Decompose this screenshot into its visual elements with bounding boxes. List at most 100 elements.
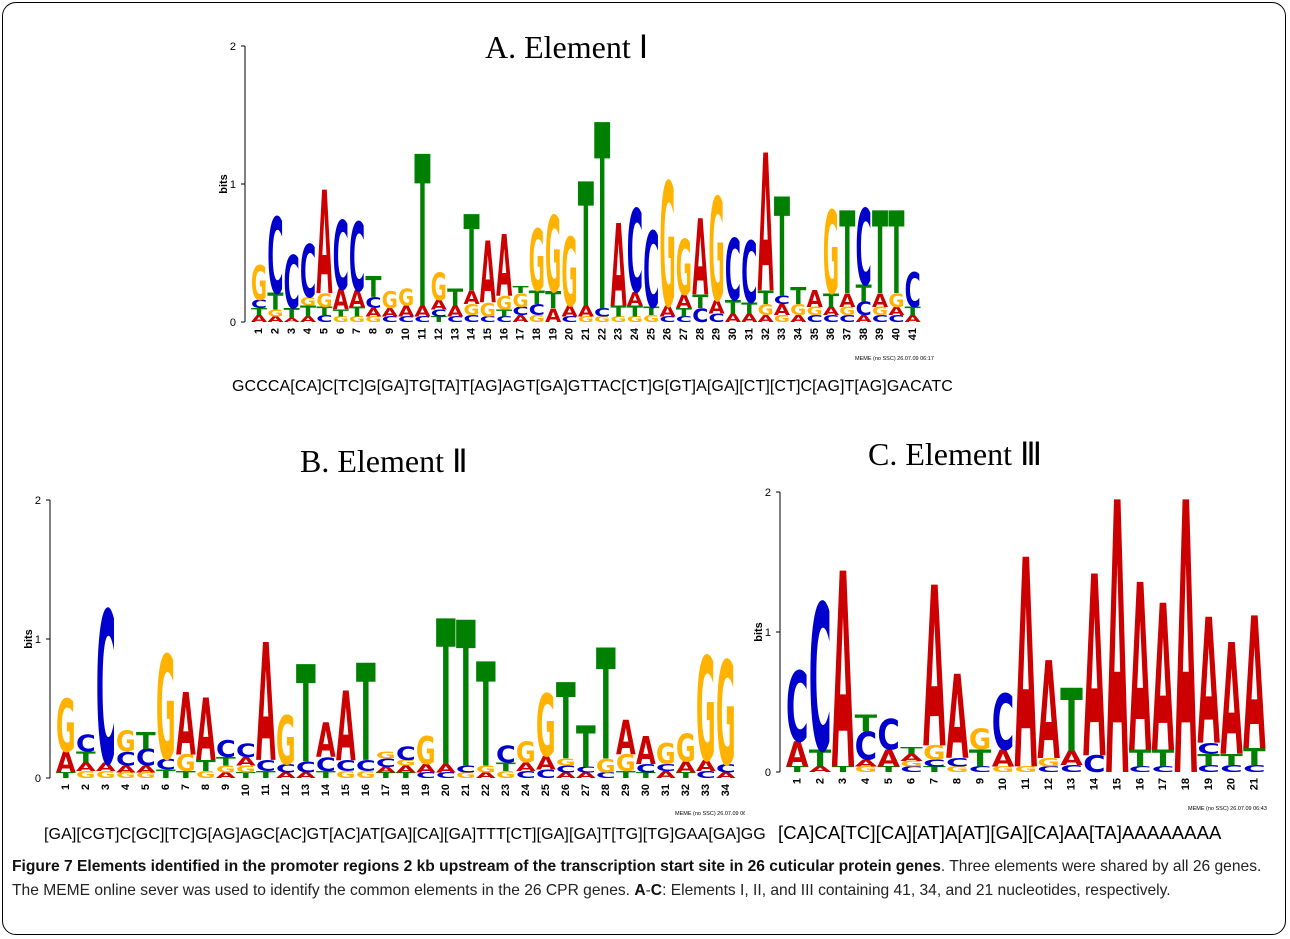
logo-letter-t: T: [545, 289, 561, 315]
logo-letter-a: A: [398, 303, 414, 320]
logo-letter-a: A: [888, 304, 904, 318]
logo-letter-a: A: [758, 313, 775, 324]
consensus-element-3: [CA]CA[TC][CA][AT]A[AT][GA][CA]AA[TA]AAA…: [778, 822, 1222, 843]
logo-letter-a: A: [696, 757, 717, 774]
logo-letter-c: C: [656, 762, 676, 773]
logo-letter-t: T: [436, 578, 456, 812]
logo-letter-t: T: [447, 286, 463, 312]
logo-letter-a: A: [545, 305, 562, 327]
logo-letter-t: T: [216, 756, 236, 769]
logo-letter-c: C: [716, 762, 736, 775]
position-label: 24: [520, 783, 532, 796]
logo-letter-t: T: [267, 290, 283, 316]
logo-column: GAC: [96, 569, 117, 813]
logo-column: CAG: [398, 284, 414, 324]
logo-column: ATC: [905, 263, 922, 324]
y-axis-label: bits: [753, 622, 765, 642]
logo-letter-t: T: [809, 745, 832, 772]
logo-letter-c: C: [643, 210, 659, 332]
logo-letter-c: C: [872, 313, 888, 324]
logo-letter-a: A: [855, 758, 878, 769]
logo-letter-c: C: [512, 305, 528, 318]
logo-letter-g: G: [365, 315, 381, 324]
logo-letter-a: A: [992, 746, 1015, 772]
logo-letter-g: G: [333, 315, 349, 324]
logo-letter-t: T: [877, 765, 900, 774]
logo-column: ACG: [656, 739, 676, 780]
logo-letter-t: T: [431, 316, 447, 325]
logo-letter-c: C: [888, 313, 904, 324]
logo-letter-c: C: [496, 315, 512, 324]
logo-letter-g: G: [676, 727, 696, 771]
logo-letter-g: G: [176, 750, 196, 777]
position-label: 4: [120, 783, 132, 790]
logo-letter-a: A: [116, 764, 136, 775]
logo-letter-g: G: [616, 750, 636, 777]
logo-column: ATC: [741, 223, 758, 324]
logo-letter-a: A: [872, 290, 889, 312]
logo-letter-a: A: [1152, 562, 1175, 797]
logo-letter-t: T: [136, 729, 156, 755]
logo-letter-c: C: [436, 771, 456, 780]
logo-letter-g: G: [396, 759, 416, 768]
logo-letter-t: T: [969, 745, 992, 772]
position-label: 13: [449, 328, 461, 340]
logo-letter-t: T: [576, 714, 596, 781]
position-label: 3: [286, 328, 298, 334]
position-label: 22: [480, 784, 492, 796]
logo-letter-g: G: [888, 289, 904, 312]
meme-stamp: MEME (no SSC) 26.07.09 06:43: [1188, 806, 1267, 812]
logo-letter-g: G: [561, 220, 577, 329]
position-label: 35: [809, 328, 821, 340]
logo-column: GTC: [496, 742, 516, 781]
logo-letter-g: G: [376, 750, 396, 761]
logo-letter-t: T: [616, 770, 636, 781]
logo-letter-c: C: [96, 569, 116, 813]
logo-letter-c: C: [774, 294, 790, 307]
logo-element-2: 012bitsTAG1GATC2GAC3GACG4GACT5TCG6TGA7GT…: [23, 495, 745, 817]
logo-letter-a: A: [809, 765, 832, 774]
position-label: 7: [929, 778, 941, 784]
y-tick-label: 0: [230, 317, 236, 329]
logo-letter-c: C: [236, 740, 256, 762]
logo-letter-c: C: [676, 315, 692, 324]
position-label: 31: [660, 784, 672, 796]
logo-letter-c: C: [855, 725, 878, 769]
logo-letter-t: T: [611, 303, 628, 321]
logo-letter-g: G: [431, 266, 447, 310]
logo-letter-g: G: [556, 757, 576, 768]
logo-letter-g: G: [529, 313, 545, 324]
position-label: 13: [1066, 778, 1078, 790]
y-axis-label: bits: [218, 174, 230, 194]
logo-column: ATC: [284, 242, 300, 326]
position-label: 14: [1089, 777, 1101, 790]
logo-letter-t: T: [256, 770, 276, 781]
logo-letter-a: A: [56, 747, 76, 780]
logo-letter-t: T: [333, 308, 350, 319]
panel-element-3: 0 1 2 bits T A C 1 A T C 2 T A 3 G A C T 4 T A C 5 C G A T 6 T C G A 7 G C A…: [750, 436, 1275, 820]
position-label: 15: [340, 784, 352, 796]
position-label: 19: [420, 784, 432, 796]
logo-letter-t: T: [296, 638, 316, 793]
position-label: 25: [540, 784, 552, 796]
logo-column: CGA: [1037, 634, 1060, 790]
position-label: 40: [890, 328, 902, 340]
logo-column: ATC: [809, 562, 832, 797]
logo-letter-t: T: [1220, 751, 1243, 769]
logo-column: CAG: [516, 738, 537, 781]
logo-letter-t: T: [496, 308, 513, 319]
logo-letter-t: T: [76, 749, 96, 766]
logo-column: TAG: [676, 727, 697, 780]
position-label: 1: [60, 784, 72, 790]
position-label: 18: [531, 328, 543, 340]
logo-letter-g: G: [456, 772, 476, 781]
